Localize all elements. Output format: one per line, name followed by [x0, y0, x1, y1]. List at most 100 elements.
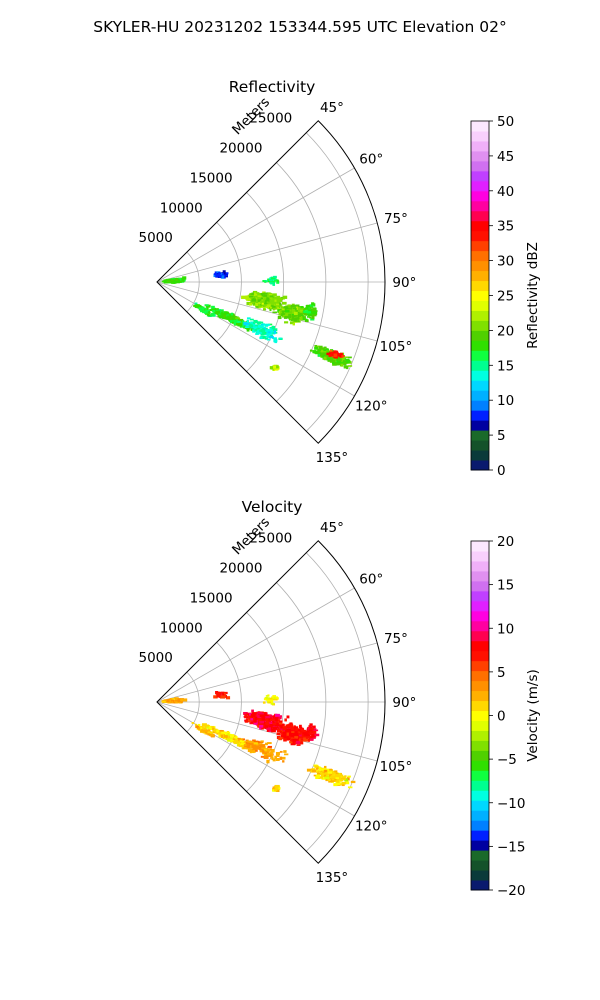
echo-gate: [239, 322, 242, 325]
azimuth-spoke: [156, 281, 378, 342]
echo-gate: [243, 711, 248, 715]
echo-gate: [269, 295, 274, 299]
echo-gate: [309, 731, 312, 735]
echo-gate: [343, 365, 349, 369]
sector-outline: [156, 540, 386, 864]
echo-gate: [270, 334, 273, 337]
echo-gate: [199, 305, 202, 309]
echo-gate: [317, 354, 321, 357]
echo-gate: [213, 273, 216, 278]
echo-gate: [268, 279, 273, 282]
echo-gate: [210, 314, 215, 317]
echo-gate: [298, 307, 304, 311]
echo-gate: [252, 304, 256, 306]
colorbar-tick-label: 10: [497, 621, 514, 637]
echo-gate: [293, 725, 296, 728]
echo-gate: [261, 726, 264, 730]
echo-gate: [272, 328, 278, 332]
angle-tick-label: 120°: [355, 399, 388, 415]
angle-tick-label: 105°: [380, 759, 413, 775]
echo-gate: [264, 305, 267, 308]
echo-gate: [266, 722, 269, 726]
panel-title: Velocity: [242, 498, 303, 516]
echo-gate: [249, 749, 252, 754]
echo-gate: [252, 296, 256, 300]
echo-gate: [260, 740, 264, 743]
echo-gate: [264, 751, 269, 755]
echo-gate: [295, 317, 300, 320]
echo-gate: [264, 718, 270, 721]
echo-gate: [272, 297, 278, 301]
echo-gate: [166, 280, 171, 283]
echo-gate: [315, 774, 320, 778]
echo-gate: [251, 298, 257, 302]
echo-gate: [323, 774, 327, 778]
echo-gate: [270, 277, 276, 280]
echo-gate: [295, 734, 301, 737]
echo-gate: [252, 329, 256, 333]
echo-gate: [293, 741, 298, 744]
echo-gate: [225, 696, 231, 700]
echo-gate: [314, 346, 319, 350]
echo-gate: [293, 304, 297, 307]
echo-gate: [294, 738, 299, 742]
echo-gate: [273, 717, 279, 722]
echo-gate: [323, 350, 329, 353]
echo-gate: [250, 745, 253, 748]
echo-gate: [248, 745, 252, 749]
echo-gate: [272, 748, 275, 753]
colorbar-step: [471, 750, 489, 761]
echo-gate: [231, 321, 236, 324]
echo-gate: [274, 301, 280, 305]
echo-gate: [288, 729, 294, 733]
echo-gate: [303, 307, 308, 311]
echo-gate: [268, 722, 274, 726]
echo-gate: [250, 718, 254, 721]
echo-gate: [280, 730, 283, 733]
echo-gate: [333, 350, 337, 354]
echo-gate: [262, 323, 265, 326]
echo-gate: [345, 781, 350, 785]
echo-gate: [286, 715, 290, 719]
echo-gate: [209, 726, 214, 728]
colorbar-tick-label: 20: [497, 323, 514, 339]
echo-gate: [334, 774, 340, 778]
echo-gate: [265, 335, 268, 338]
echo-gate: [305, 733, 309, 737]
azimuth-spoke: [156, 222, 378, 283]
echo-gate: [310, 732, 315, 736]
echo-gate: [257, 722, 263, 725]
echo-gate: [246, 713, 250, 716]
azimuth-spoke: [156, 642, 378, 703]
echo-gate: [218, 691, 222, 695]
colorbar-step: [471, 760, 489, 771]
colorbar-tick-label: 25: [497, 289, 514, 305]
echo-gate: [216, 274, 221, 277]
echo-gate: [220, 315, 224, 319]
colorbar-step: [471, 150, 489, 162]
radial-tick-label: 5000: [138, 650, 172, 666]
echo-gate: [180, 698, 184, 702]
azimuth-spoke: [156, 281, 355, 397]
echo-gate: [282, 760, 285, 763]
echo-gate: [339, 353, 343, 356]
echo-gate: [175, 698, 178, 701]
echo-gate: [264, 323, 269, 327]
echo-gate: [278, 737, 283, 741]
echo-gate: [204, 726, 208, 728]
echo-gate: [298, 311, 301, 314]
echo-gate: [272, 695, 277, 698]
echo-gate: [297, 309, 301, 313]
echo-gate: [306, 309, 310, 312]
colorbar-step: [471, 450, 489, 461]
echo-gate: [270, 281, 273, 285]
colorbar-tick-label: 35: [497, 219, 514, 235]
echo-gate: [253, 742, 258, 745]
echo-gate: [227, 318, 233, 320]
echo-gate: [193, 304, 198, 307]
colorbar-step: [471, 560, 489, 572]
echo-gate: [282, 315, 285, 318]
echo-gate: [272, 786, 276, 789]
echo-gate: [293, 321, 298, 323]
echo-gate: [283, 307, 289, 311]
